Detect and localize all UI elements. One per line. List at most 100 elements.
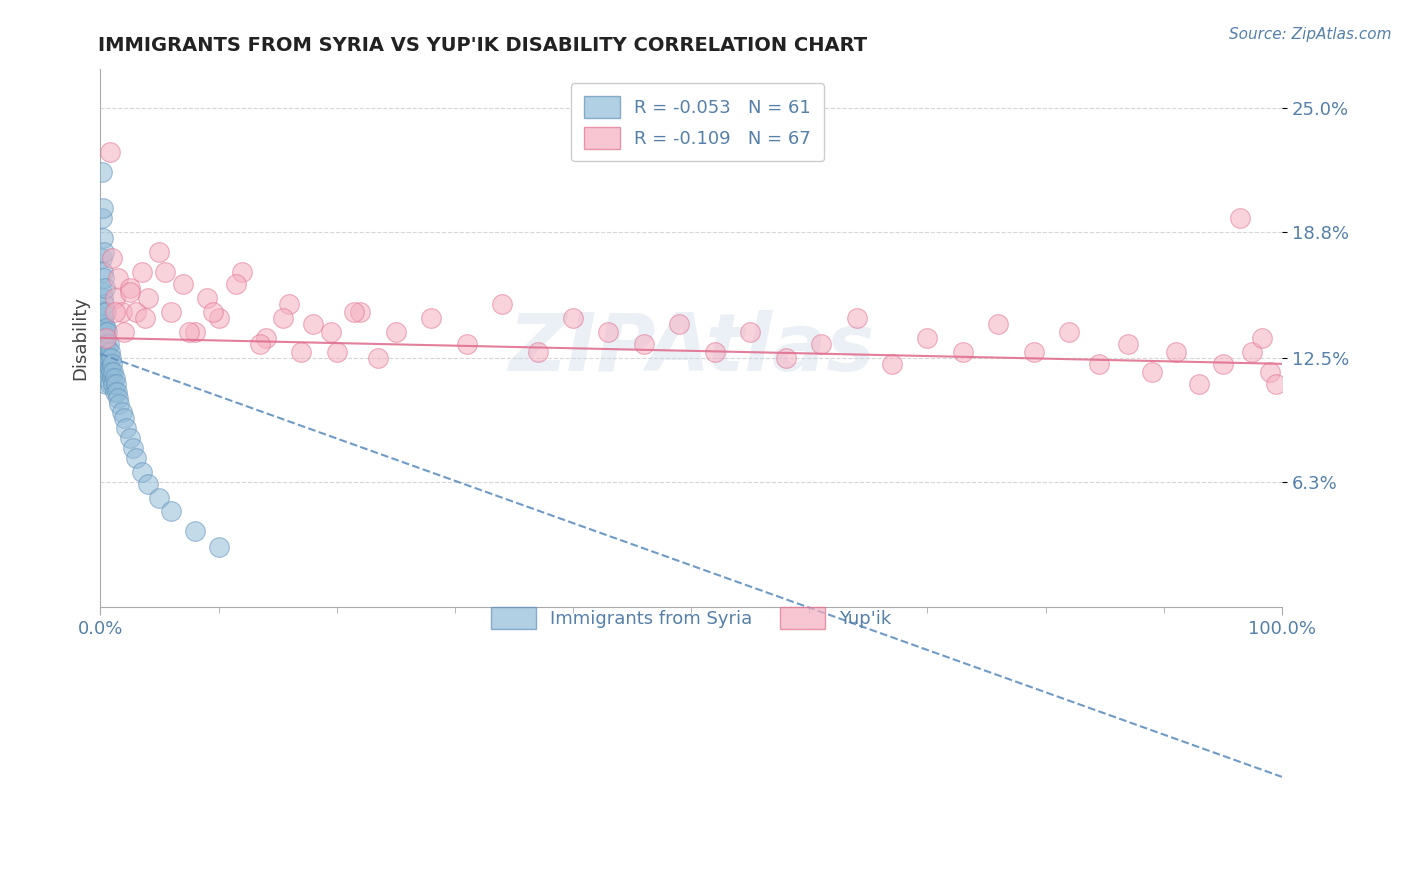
Point	[96, 376, 118, 391]
Point	[94, 305, 117, 319]
Point	[172, 277, 194, 291]
Point	[278, 297, 301, 311]
Point	[104, 376, 127, 391]
Point	[101, 251, 124, 265]
Point	[93, 331, 115, 345]
Point	[1188, 376, 1211, 391]
Point	[98, 344, 121, 359]
Point	[96, 371, 118, 385]
Point	[1250, 331, 1272, 345]
Point	[290, 344, 312, 359]
Legend: Immigrants from Syria, Yup'ik: Immigrants from Syria, Yup'ik	[484, 599, 898, 636]
Point	[118, 281, 141, 295]
Point	[231, 265, 253, 279]
Point	[97, 365, 120, 379]
Point	[1212, 357, 1234, 371]
Point	[195, 291, 218, 305]
Point	[100, 351, 122, 365]
Text: Source: ZipAtlas.com: Source: ZipAtlas.com	[1229, 27, 1392, 42]
Point	[94, 325, 117, 339]
Point	[384, 325, 406, 339]
Point	[94, 344, 117, 359]
Point	[110, 305, 132, 319]
Point	[420, 310, 443, 325]
Point	[94, 281, 117, 295]
Point	[201, 305, 224, 319]
Text: IMMIGRANTS FROM SYRIA VS YUP'IK DISABILITY CORRELATION CHART: IMMIGRANTS FROM SYRIA VS YUP'IK DISABILI…	[98, 36, 868, 54]
Point	[91, 201, 114, 215]
Point	[93, 297, 115, 311]
Point	[131, 465, 153, 479]
Point	[115, 420, 138, 434]
Point	[103, 384, 125, 399]
Point	[343, 305, 366, 319]
Point	[91, 331, 114, 345]
Point	[125, 450, 148, 465]
Point	[90, 211, 112, 226]
Point	[1258, 365, 1281, 379]
Point	[118, 285, 141, 299]
Point	[96, 357, 118, 371]
Point	[987, 317, 1010, 331]
Y-axis label: Disability: Disability	[72, 296, 89, 380]
Point	[93, 245, 115, 260]
Point	[97, 351, 120, 365]
Point	[93, 351, 115, 365]
Point	[160, 504, 183, 518]
Point	[96, 321, 118, 335]
Point	[122, 441, 145, 455]
Point	[98, 360, 121, 375]
Point	[249, 337, 271, 351]
Text: ZIPAtlas: ZIPAtlas	[508, 310, 875, 388]
Point	[96, 331, 118, 345]
Point	[93, 271, 115, 285]
Point	[96, 337, 118, 351]
Point	[91, 310, 114, 325]
Point	[96, 365, 118, 379]
Point	[207, 310, 229, 325]
Point	[349, 305, 371, 319]
Point	[98, 145, 121, 160]
Point	[703, 344, 725, 359]
Point	[273, 310, 295, 325]
Point	[1264, 376, 1286, 391]
Point	[107, 271, 129, 285]
Point	[91, 265, 114, 279]
Point	[96, 325, 118, 339]
Point	[184, 524, 207, 539]
Point	[108, 397, 131, 411]
Point	[93, 317, 115, 331]
Point	[562, 310, 585, 325]
Point	[155, 265, 177, 279]
Point	[302, 317, 325, 331]
Point	[136, 476, 159, 491]
Point	[225, 277, 247, 291]
Point	[184, 325, 207, 339]
Point	[107, 391, 129, 405]
Point	[810, 337, 832, 351]
Point	[598, 325, 620, 339]
Point	[319, 325, 342, 339]
Point	[917, 331, 939, 345]
Point	[97, 337, 120, 351]
Point	[207, 541, 229, 555]
Point	[880, 357, 903, 371]
Point	[740, 325, 762, 339]
Point	[96, 341, 118, 355]
Point	[1116, 337, 1139, 351]
Point	[1057, 325, 1080, 339]
Point	[118, 431, 141, 445]
Point	[101, 371, 124, 385]
Point	[367, 351, 389, 365]
Point	[845, 310, 868, 325]
Point	[103, 291, 125, 305]
Point	[1241, 344, 1264, 359]
Point	[134, 310, 156, 325]
Point	[110, 405, 132, 419]
Point	[96, 305, 118, 319]
Point	[103, 365, 125, 379]
Point	[125, 305, 148, 319]
Point	[254, 331, 277, 345]
Point	[90, 165, 112, 179]
Point	[526, 344, 548, 359]
